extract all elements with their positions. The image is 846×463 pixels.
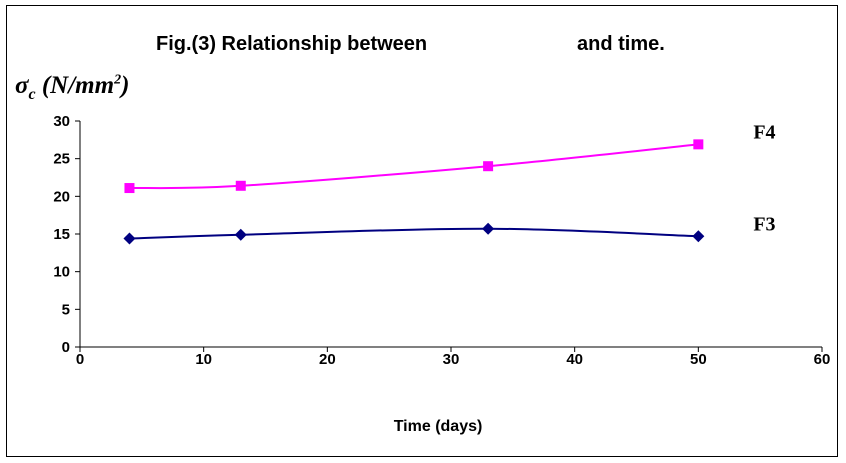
series-label-f4: F4	[753, 121, 775, 143]
series-label-f3: F3	[753, 213, 775, 235]
y-tick-label: 0	[62, 339, 70, 356]
series-line-f4	[129, 143, 699, 190]
y-axis-unit-post: )	[121, 72, 130, 99]
y-tick-label: 20	[53, 188, 70, 205]
x-tick-label: 60	[814, 351, 831, 368]
chart-title-part1: Fig.(3) Relationship between	[156, 33, 428, 55]
data-point-f3	[482, 222, 495, 235]
x-tick-label: 0	[76, 351, 84, 368]
y-tick-label: 30	[53, 113, 70, 130]
y-axis-subscript: c	[28, 86, 36, 103]
y-tick-label: 25	[53, 151, 70, 168]
chart-frame	[6, 5, 838, 457]
data-point-f4	[235, 180, 246, 191]
y-axis-unit-pre: (N/mm	[35, 72, 115, 99]
chart-title-part2: and time.	[577, 33, 665, 55]
y-tick-label: 15	[53, 226, 70, 243]
data-point-f4	[693, 139, 704, 150]
x-tick-label: 40	[566, 351, 583, 368]
y-tick-label: 5	[62, 301, 70, 318]
data-point-f4	[124, 183, 135, 194]
y-axis-unit-sup: 2	[114, 72, 122, 88]
x-tick-label: 10	[195, 351, 212, 368]
x-tick-label: 30	[443, 351, 460, 368]
y-axis-label: σc (N/mm2)	[15, 72, 129, 104]
x-tick-label: 20	[319, 351, 336, 368]
data-point-f3	[123, 232, 136, 245]
data-point-f4	[483, 161, 494, 172]
y-tick-label: 10	[53, 264, 70, 281]
data-point-f3	[692, 230, 705, 243]
data-point-f3	[234, 228, 247, 241]
x-axis-label: Time (days)	[394, 418, 483, 435]
series-line-f3	[129, 227, 699, 240]
y-axis-symbol: σ	[15, 72, 29, 99]
x-tick-label: 50	[690, 351, 707, 368]
